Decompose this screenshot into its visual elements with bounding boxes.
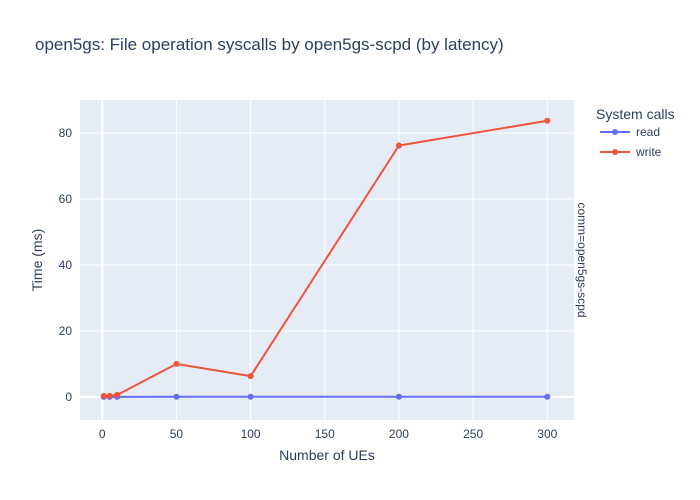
x-tick-label: 200 xyxy=(389,427,409,441)
data-point-write xyxy=(247,373,254,380)
data-point-read xyxy=(544,393,551,400)
x-tick-label: 50 xyxy=(170,427,184,441)
series-write xyxy=(100,117,551,399)
x-tick-label: 300 xyxy=(537,427,557,441)
data-point-write xyxy=(544,117,551,124)
data-point-write xyxy=(114,391,121,398)
y-tick-label: 0 xyxy=(65,390,72,404)
chart-title: open5gs: File operation syscalls by open… xyxy=(35,35,504,54)
y-tick-label: 60 xyxy=(59,192,73,206)
y-tick-label: 20 xyxy=(59,324,73,338)
data-point-read xyxy=(173,393,180,400)
series-layer xyxy=(100,117,551,400)
y-axis-ticks: 0 20 40 60 80 xyxy=(59,126,73,404)
legend: System calls read write xyxy=(596,106,675,159)
y-axis-title: Time (ms) xyxy=(29,229,45,291)
legend-items: read write xyxy=(600,125,662,159)
y-tick-label: 80 xyxy=(59,126,73,140)
legend-item-read[interactable]: read xyxy=(600,125,660,139)
legend-item-write[interactable]: write xyxy=(600,145,662,159)
x-axis-title: Number of UEs xyxy=(279,447,375,463)
x-tick-label: 150 xyxy=(315,427,335,441)
x-tick-label: 0 xyxy=(99,427,106,441)
data-point-write xyxy=(106,392,113,399)
legend-title: System calls xyxy=(596,106,675,122)
y-tick-label: 40 xyxy=(59,258,73,272)
plot-area xyxy=(80,100,574,420)
x-tick-label: 250 xyxy=(463,427,483,441)
legend-marker xyxy=(612,129,618,135)
x-axis-ticks: 0 50 100 150 200 250 300 xyxy=(99,427,558,441)
facet-label: comm=open5gs-scpd xyxy=(575,202,589,317)
data-point-write xyxy=(173,360,180,367)
legend-label: write xyxy=(635,145,662,159)
legend-label: read xyxy=(636,125,660,139)
data-point-read xyxy=(247,393,254,400)
data-point-write xyxy=(395,142,402,149)
x-tick-label: 100 xyxy=(241,427,261,441)
data-point-read xyxy=(395,393,402,400)
data-point-write xyxy=(100,392,107,399)
legend-marker xyxy=(612,149,618,155)
grid-lines xyxy=(80,100,574,420)
